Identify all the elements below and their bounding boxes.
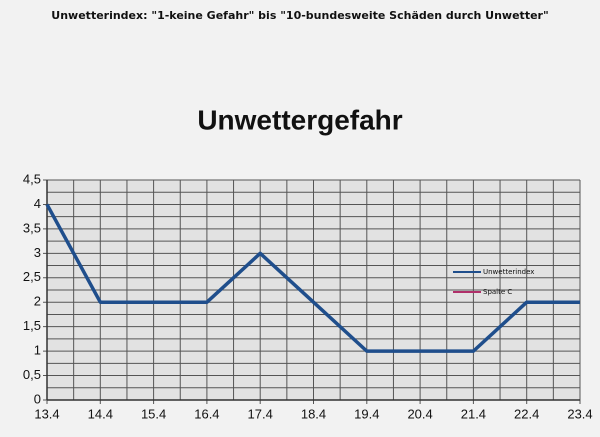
y-tick-label: 2: [34, 294, 41, 309]
x-tick-label: 20.4: [407, 406, 432, 421]
x-tick-label: 14.4: [88, 406, 113, 421]
y-tick-label: 4,5: [23, 171, 41, 186]
y-tick-label: 1,5: [23, 318, 41, 333]
y-tick-label: 3: [34, 245, 41, 260]
x-tick-label: 18.4: [301, 406, 326, 421]
x-tick-label: 17.4: [248, 406, 273, 421]
y-tick-label: 4: [34, 196, 41, 211]
y-tick-label: 3,5: [23, 220, 41, 235]
x-tick-label: 23.4: [567, 406, 592, 421]
legend-label: Spalte C: [483, 288, 512, 296]
x-tick-label: 21.4: [461, 406, 486, 421]
y-tick-label: 1: [34, 343, 41, 358]
legend-label: Unwetterindex: [483, 268, 534, 276]
x-tick-label: 22.4: [514, 406, 539, 421]
x-tick-label: 13.4: [34, 406, 59, 421]
caption: Unwetterindex: "1-keine Gefahr" bis "10-…: [51, 9, 548, 22]
chart-title: Unwettergefahr: [197, 104, 402, 135]
x-tick-label: 19.4: [354, 406, 379, 421]
y-tick-label: 0,5: [23, 367, 41, 382]
y-tick-label: 2,5: [23, 269, 41, 284]
x-tick-label: 15.4: [141, 406, 166, 421]
y-tick-label: 0: [34, 391, 41, 406]
series-line: [45, 203, 580, 353]
x-tick-label: 16.4: [194, 406, 219, 421]
